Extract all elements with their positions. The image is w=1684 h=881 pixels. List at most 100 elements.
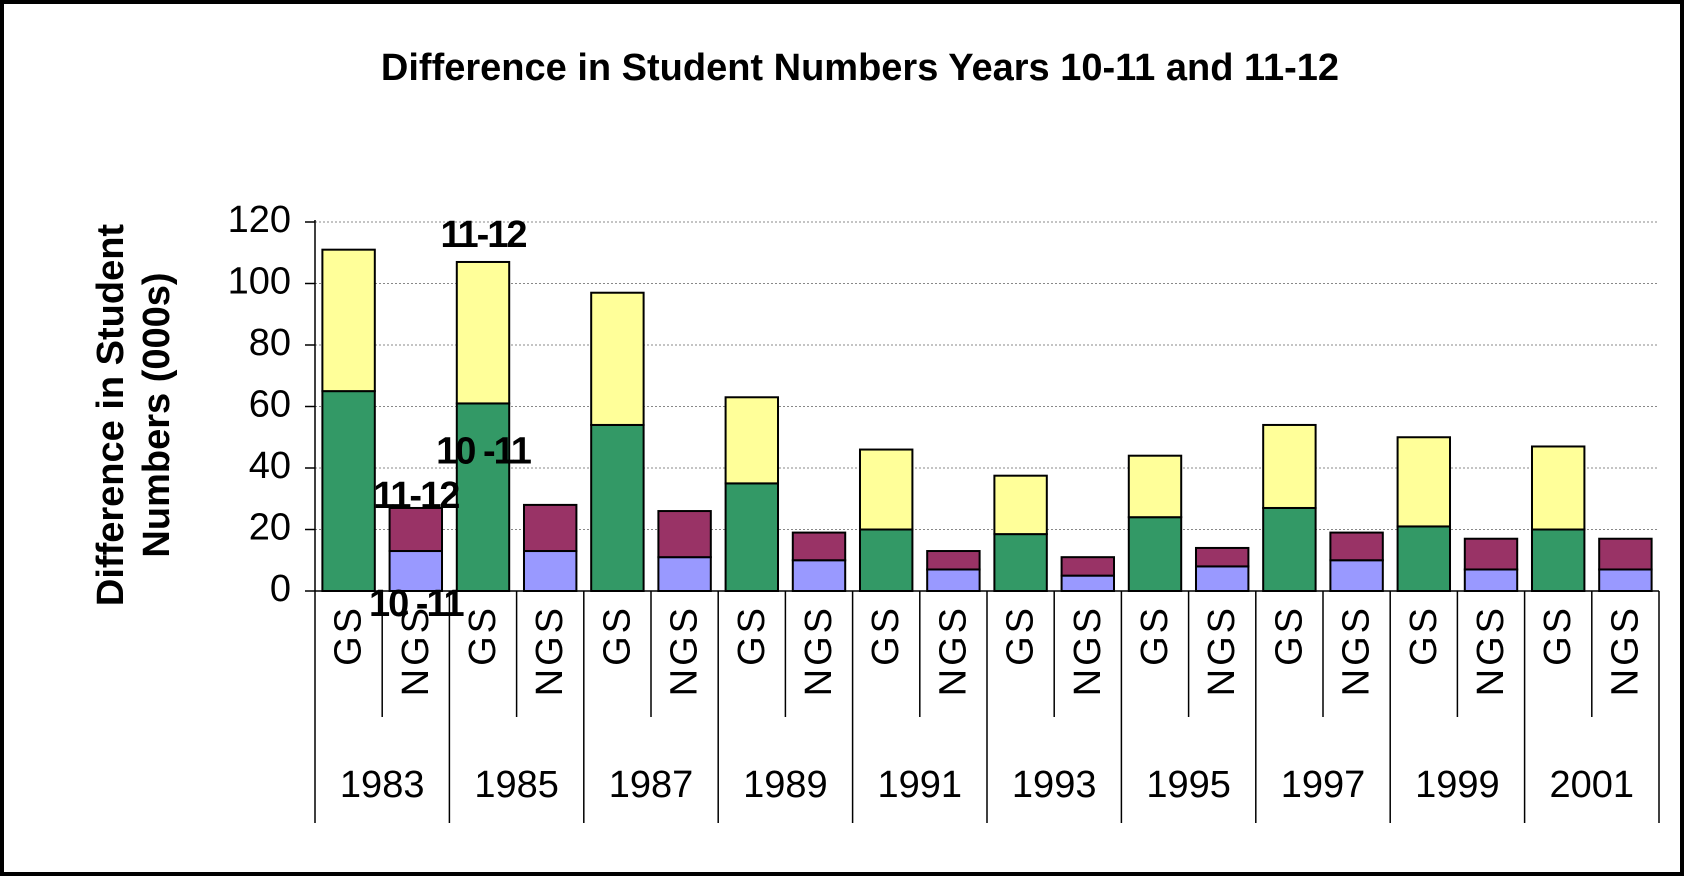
bar-segment	[926, 550, 981, 571]
x-tick-label: GS	[865, 605, 907, 666]
y-tick-label: 100	[228, 261, 291, 303]
bar-segment	[858, 528, 914, 592]
x-tick-label-group: NGS	[1604, 605, 1646, 696]
x-tick-label-group: NGS	[664, 605, 706, 696]
x-tick-label-group: GS	[1403, 605, 1445, 666]
bar-segment	[1530, 445, 1586, 531]
bar-segment	[791, 531, 847, 562]
x-tick-label-group: NGS	[395, 605, 437, 696]
x-tick-label: NGS	[1067, 605, 1109, 696]
y-axis-label-line: Numbers (000s)	[136, 272, 178, 557]
bar-segment	[657, 556, 712, 592]
x-tick-label: GS	[1403, 605, 1445, 666]
x-tick-label: NGS	[798, 605, 840, 696]
x-tick-label-group: NGS	[798, 605, 840, 696]
bar-segment	[590, 423, 645, 593]
series-label: 10 -11	[436, 430, 532, 472]
x-tick-label-group: GS	[328, 605, 370, 666]
x-tick-label-group: NGS	[932, 605, 974, 696]
bar-segment	[1127, 516, 1183, 593]
x-tick-label-group: GS	[731, 605, 773, 666]
x-tick-label: GS	[328, 605, 370, 666]
x-tick-label-group: NGS	[1336, 605, 1378, 696]
x-tick-label: GS	[462, 605, 504, 666]
group-label: 1999	[1415, 764, 1500, 806]
bar-segment	[1060, 574, 1116, 592]
bar-segment	[388, 550, 444, 593]
y-axis-label-line: Difference in Student	[90, 224, 132, 606]
x-tick-label-group: GS	[1537, 605, 1579, 666]
bar-segment	[1463, 568, 1519, 592]
bar-segment	[724, 396, 780, 485]
x-tick-label: GS	[1268, 605, 1310, 666]
x-tick-label: NGS	[1201, 605, 1243, 696]
x-tick-label: GS	[1134, 605, 1176, 666]
x-tick-label-group: GS	[462, 605, 504, 666]
y-tick-label: 40	[249, 445, 291, 487]
x-tick-label-group: NGS	[1470, 605, 1512, 696]
bar-segment	[1194, 565, 1250, 593]
bar-segment	[1262, 423, 1317, 509]
bar-segment	[724, 482, 780, 592]
bar-segment	[926, 568, 981, 592]
group-label: 1995	[1146, 764, 1231, 806]
x-tick-label: NGS	[1604, 605, 1646, 696]
bar-segment	[1127, 454, 1183, 519]
group-label: 1989	[743, 764, 828, 806]
x-tick-label: NGS	[395, 605, 437, 696]
x-tick-label-group: GS	[1268, 605, 1310, 666]
bar-segment	[1396, 436, 1452, 528]
bar-segment	[1194, 546, 1250, 568]
x-tick-label: NGS	[1336, 605, 1378, 696]
bar-segment	[1329, 531, 1384, 562]
bar-segment	[321, 248, 376, 393]
bar-segment	[455, 260, 511, 405]
bar-segment	[388, 506, 444, 553]
bar-segment	[1530, 528, 1586, 592]
group-label: 1983	[340, 764, 425, 806]
bar-segment	[1396, 525, 1452, 592]
x-tick-label: NGS	[932, 605, 974, 696]
y-tick-label: 20	[249, 507, 291, 549]
x-tick-label: GS	[1000, 605, 1042, 666]
bar-segment	[1598, 537, 1653, 571]
bar-segment	[1262, 506, 1317, 593]
series-label: 11-12	[373, 475, 459, 517]
bar-segment	[1463, 537, 1519, 571]
group-label: 1993	[1012, 764, 1097, 806]
chart-title: Difference in Student Numbers Years 10-1…	[381, 47, 1339, 89]
y-tick-label: 120	[228, 199, 291, 241]
x-tick-label: NGS	[664, 605, 706, 696]
y-axis-label: Difference in Student Numbers (000s)	[90, 224, 178, 606]
x-tick-label-group: GS	[596, 605, 638, 666]
bar-segment	[1329, 559, 1384, 592]
bar-segment	[858, 448, 914, 531]
x-tick-label-group: GS	[1134, 605, 1176, 666]
x-tick-label-group: NGS	[529, 605, 571, 696]
x-tick-label: GS	[731, 605, 773, 666]
y-tick-label: 60	[249, 384, 291, 426]
x-tick-label: NGS	[529, 605, 571, 696]
bar-segment	[791, 559, 847, 592]
bar-segment	[657, 510, 712, 559]
x-tick-label: NGS	[1470, 605, 1512, 696]
x-tick-label-group: GS	[1000, 605, 1042, 666]
bar-segment	[321, 390, 376, 592]
bar-segment	[1060, 556, 1116, 577]
group-label: 1991	[878, 764, 963, 806]
bar-segment	[522, 503, 578, 553]
group-label: 1987	[609, 764, 694, 806]
bar-segment	[993, 533, 1048, 592]
bar-segment	[1598, 568, 1653, 592]
x-tick-label: GS	[1537, 605, 1579, 666]
y-tick-label: 80	[249, 322, 291, 364]
group-label: 1997	[1281, 764, 1366, 806]
x-tick-label-group: NGS	[1201, 605, 1243, 696]
x-tick-label-group: GS	[865, 605, 907, 666]
bar-segment	[590, 291, 645, 426]
x-tick-label-group: NGS	[1067, 605, 1109, 696]
series-label: 10 -11	[369, 583, 465, 625]
group-label: 1985	[474, 764, 559, 806]
x-tick-label: GS	[596, 605, 638, 666]
